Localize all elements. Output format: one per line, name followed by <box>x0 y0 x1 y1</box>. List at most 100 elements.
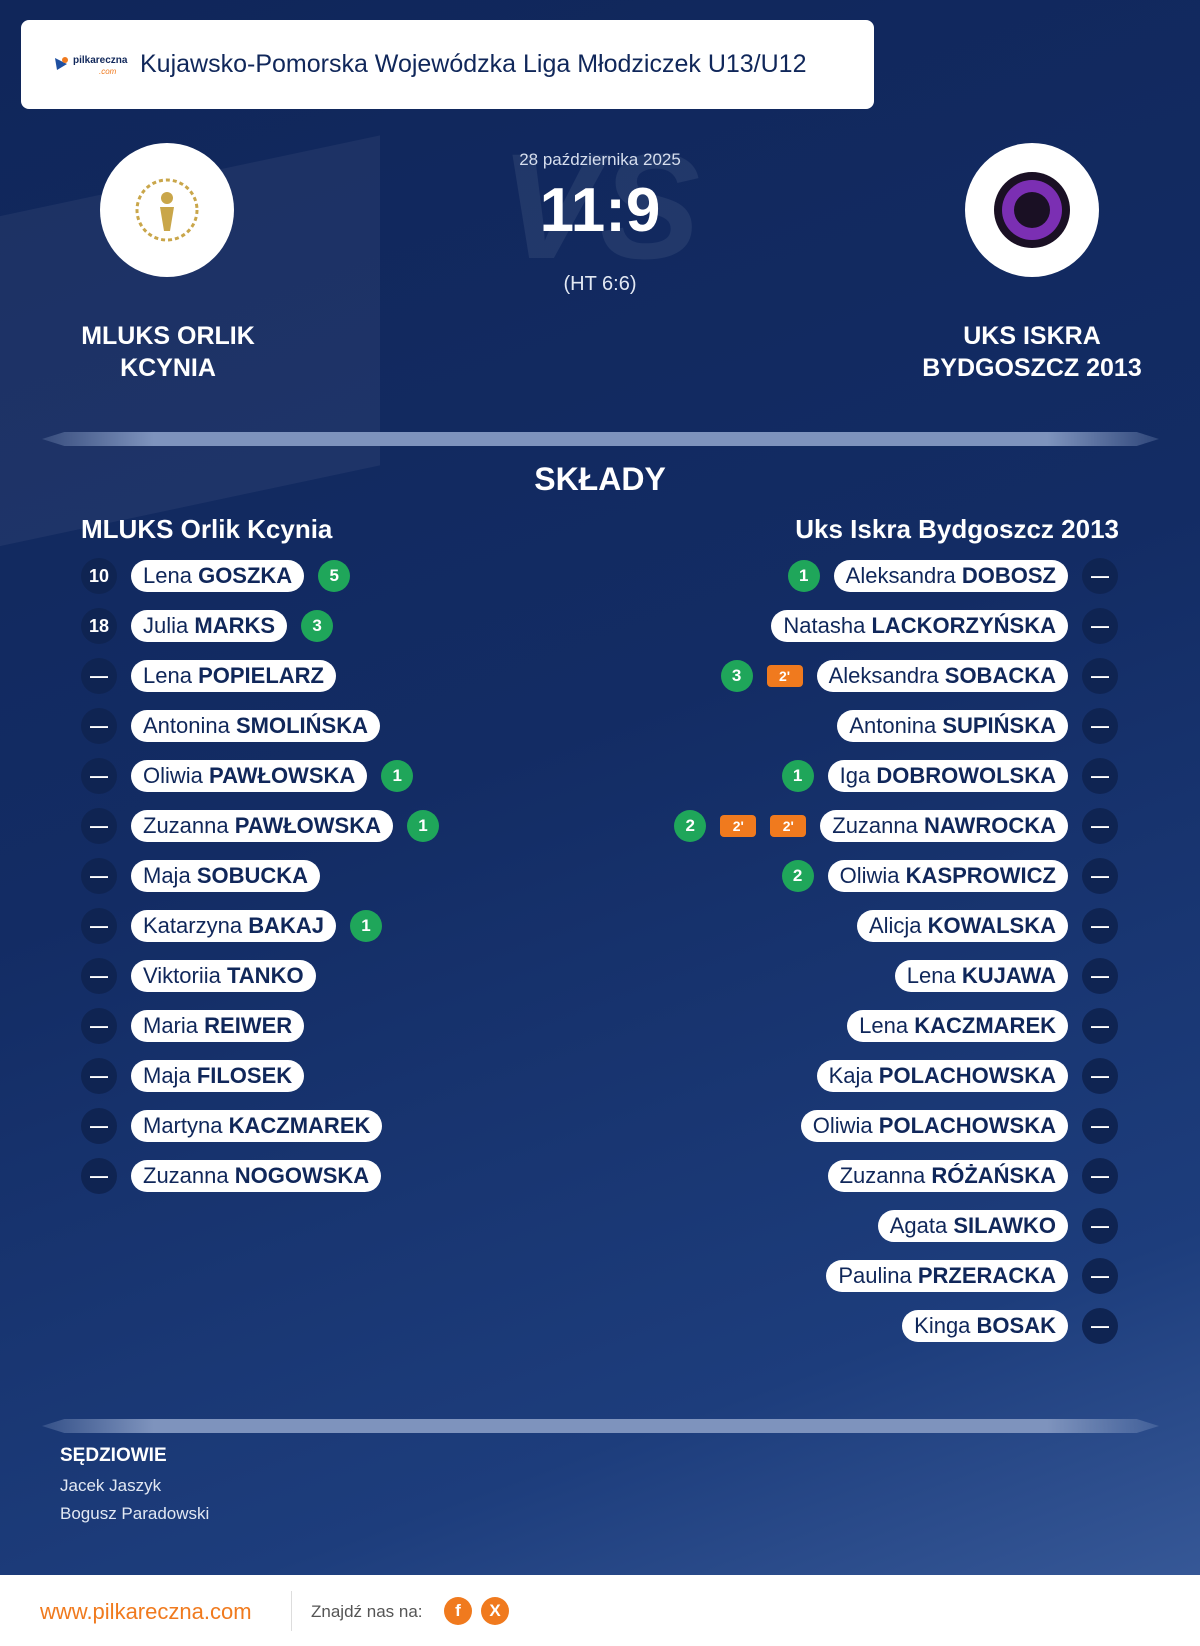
player-name: Agata SILAWKO <box>877 1210 1068 1242</box>
goals-badge: 3 <box>301 610 334 642</box>
player-number: — <box>1082 1008 1118 1044</box>
last-name: POLACHOWSKA <box>878 1063 1056 1088</box>
player-name: Lena GOSZKA <box>131 560 305 592</box>
site-url[interactable]: www.pilkareczna.com <box>40 1599 252 1624</box>
player-row: 2 2' 2' Zuzanna NAWROCKA — <box>674 808 1118 844</box>
first-name: Oliwia <box>839 863 900 888</box>
player-name: Lena KACZMAREK <box>847 1010 1068 1042</box>
player-row: — Antonina SMOLIŃSKA <box>81 708 380 744</box>
first-name: Zuzanna <box>839 1163 926 1188</box>
player-number: — <box>81 908 117 944</box>
player-row: Paulina PRZERACKA — <box>826 1258 1118 1294</box>
goals-badge: 5 <box>318 560 351 592</box>
first-name: Oliwia <box>812 1113 873 1138</box>
first-name: Antonina <box>143 713 230 738</box>
last-name: TANKO <box>226 963 304 988</box>
header-card: pilkareczna .com Kujawsko-Pomorska Wojew… <box>21 20 874 109</box>
player-row: — Viktoriia TANKO <box>81 958 316 994</box>
player-number: — <box>1082 758 1118 794</box>
last-name: FILOSEK <box>196 1063 293 1088</box>
player-number: — <box>1082 1158 1118 1194</box>
first-name: Paulina <box>838 1263 912 1288</box>
player-name: Alicja KOWALSKA <box>856 910 1068 942</box>
last-name: POPIELARZ <box>198 663 324 688</box>
last-name: REIWER <box>204 1013 293 1038</box>
player-number: — <box>1082 708 1118 744</box>
last-name: KUJAWA <box>961 963 1056 988</box>
player-row: Antonina SUPIŃSKA — <box>837 708 1118 744</box>
player-name: Katarzyna BAKAJ <box>131 910 336 942</box>
referees-title: SĘDZIOWIE <box>60 1445 167 1466</box>
last-name: PAWŁOWSKA <box>234 813 381 838</box>
player-number: — <box>81 658 117 694</box>
player-row: — Martyna KACZMAREK <box>81 1108 383 1144</box>
logo-sub: .com <box>99 67 117 76</box>
last-name: DOBROWOLSKA <box>876 763 1056 788</box>
player-name: Oliwia KASPROWICZ <box>827 860 1068 892</box>
away-lineup-title: Uks Iskra Bydgoszcz 2013 <box>795 514 1119 544</box>
player-number: — <box>1082 908 1118 944</box>
separator <box>291 1591 292 1631</box>
first-name: Kaja <box>828 1063 873 1088</box>
last-name: RÓŻAŃSKA <box>931 1163 1056 1188</box>
player-name: Kaja POLACHOWSKA <box>816 1060 1068 1092</box>
player-name: Antonina SMOLIŃSKA <box>131 710 380 742</box>
player-name: Oliwia PAWŁOWSKA <box>131 760 368 792</box>
footer: www.pilkareczna.com Znajdź nas na: f X <box>0 1575 1200 1646</box>
player-row: Oliwia POLACHOWSKA — <box>800 1108 1118 1144</box>
player-row: Kinga BOSAK — <box>902 1308 1118 1344</box>
last-name: KACZMAREK <box>914 1013 1056 1038</box>
last-name: NOGOWSKA <box>234 1163 370 1188</box>
first-name: Oliwia <box>143 763 203 788</box>
find-us: Znajdź nas na: <box>311 1602 423 1621</box>
match-date: 28 października 2025 <box>519 150 681 169</box>
divider <box>42 1419 1159 1433</box>
player-number: 10 <box>81 558 117 594</box>
player-name: Maria REIWER <box>131 1010 305 1042</box>
penalty-badge: 2' <box>720 815 757 837</box>
player-row: Agata SILAWKO — <box>877 1208 1118 1244</box>
first-name: Alicja <box>868 913 922 938</box>
player-name: Aleksandra DOBOSZ <box>833 560 1068 592</box>
first-name: Antonina <box>849 713 937 738</box>
player-number: — <box>1082 1108 1118 1144</box>
last-name: BOSAK <box>976 1313 1056 1338</box>
first-name: Lena <box>143 663 192 688</box>
first-name: Julia <box>143 613 189 638</box>
x-icon[interactable]: X <box>481 1597 509 1625</box>
goals-badge: 1 <box>349 910 382 942</box>
player-number: — <box>1082 558 1118 594</box>
away-logo <box>965 143 1099 277</box>
goals-badge: 1 <box>787 560 820 592</box>
logo <box>51 54 91 74</box>
penalty-badge: 2' <box>766 665 803 687</box>
last-name: SOBACKA <box>944 663 1056 688</box>
player-name: Iga DOBROWOLSKA <box>827 760 1068 792</box>
player-number: 18 <box>81 608 117 644</box>
player-row: — Zuzanna PAWŁOWSKA 1 <box>81 808 439 844</box>
last-name: SMOLIŃSKA <box>235 713 368 738</box>
player-number: — <box>81 708 117 744</box>
player-number: — <box>81 1158 117 1194</box>
section-title: SKŁADY <box>534 461 666 497</box>
player-number: — <box>81 758 117 794</box>
player-row: 2 Oliwia KASPROWICZ — <box>781 858 1118 894</box>
player-row: 10 Lena GOSZKA 5 <box>81 558 351 594</box>
first-name: Lena <box>859 1013 909 1038</box>
facebook-icon[interactable]: f <box>444 1597 472 1625</box>
home-lineup-title: MLUKS Orlik Kcynia <box>81 514 333 544</box>
away-logo-art <box>994 172 1070 248</box>
score: 11:9 <box>539 176 661 245</box>
player-row: Natasha LACKORZYŃSKA — <box>771 608 1118 644</box>
first-name: Martyna <box>143 1113 223 1138</box>
player-number: — <box>1082 608 1118 644</box>
player-row: 1 Aleksandra DOBOSZ — <box>787 558 1118 594</box>
player-row: — Maria REIWER <box>81 1008 305 1044</box>
first-name: Aleksandra <box>828 663 939 688</box>
goals-badge: 2 <box>674 810 707 842</box>
last-name: SUPIŃSKA <box>942 713 1056 738</box>
last-name: PAWŁOWSKA <box>209 763 356 788</box>
player-name: Paulina PRZERACKA <box>826 1260 1068 1292</box>
player-name: Maja SOBUCKA <box>131 860 321 892</box>
halftime: (HT 6:6) <box>563 273 637 295</box>
